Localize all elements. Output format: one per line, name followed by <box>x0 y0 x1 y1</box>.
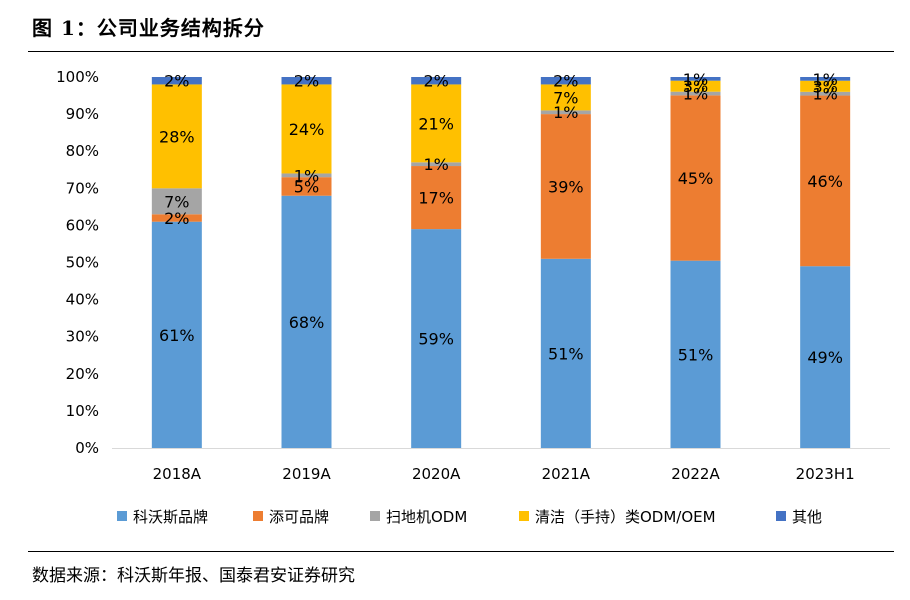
bar-segment <box>670 91 721 96</box>
bottom-rule <box>28 551 894 552</box>
bar-segment <box>800 80 851 92</box>
segment-value-label: 46% <box>807 172 843 191</box>
y-tick-label: 70% <box>66 179 99 197</box>
y-tick-label: 60% <box>66 216 99 234</box>
legend-swatch <box>117 511 127 521</box>
segment-value-label: 7% <box>164 192 189 211</box>
segment-value-label: 49% <box>807 348 843 367</box>
y-tick-label: 20% <box>66 365 99 383</box>
x-tick-label: 2020A <box>412 465 461 483</box>
y-tick-label: 90% <box>66 105 99 123</box>
segment-value-label: 28% <box>159 127 195 146</box>
bar-segment <box>281 77 332 85</box>
segment-value-label: 51% <box>678 345 714 364</box>
segment-value-label: 1% <box>423 155 448 174</box>
segment-value-label: 51% <box>548 344 584 363</box>
x-tick-label: 2022A <box>671 465 720 483</box>
bar-segment <box>540 114 591 259</box>
y-tick-label: 100% <box>56 68 99 86</box>
segment-value-label: 1% <box>294 166 319 185</box>
bar-segment <box>800 95 851 267</box>
x-axis: 2018A 2019A 2020A 2021A 2022A 2023H1 <box>112 448 890 483</box>
bar-segment <box>411 84 462 163</box>
bar-segment <box>281 195 332 448</box>
segment-value-label: 1% <box>812 70 837 89</box>
bar-segment <box>281 84 332 174</box>
segment-value-label: 2% <box>294 72 319 91</box>
bar-segment <box>411 162 462 167</box>
segment-value-label: 2% <box>423 72 448 91</box>
bar-segment <box>151 214 202 222</box>
legend-label: 添可品牌 <box>269 508 329 526</box>
segment-value-label: 2% <box>164 72 189 91</box>
legend-label: 其他 <box>792 508 822 526</box>
segment-value-label: 21% <box>418 114 454 133</box>
segment-value-label: 2% <box>553 72 578 91</box>
segment-value-label: 59% <box>418 330 454 349</box>
top-rule <box>28 51 894 52</box>
segment-value-label: 7% <box>553 88 578 107</box>
legend-swatch <box>776 511 786 521</box>
bar-segment <box>151 221 202 448</box>
segment-value-label: 68% <box>289 313 325 332</box>
bar-segment <box>411 229 462 448</box>
x-tick-label: 2018A <box>153 465 202 483</box>
bars <box>151 77 851 448</box>
x-tick-label: 2021A <box>542 465 591 483</box>
bar-segment <box>800 77 851 81</box>
bar-segment <box>151 77 202 85</box>
segment-value-label: 1% <box>812 85 837 104</box>
segment-value-label: 61% <box>159 326 195 345</box>
y-tick-label: 30% <box>66 328 99 346</box>
bar-segment <box>800 91 851 96</box>
legend-swatch <box>519 511 529 521</box>
y-axis: 0% 10% 20% 30% 40% 50% 60% 70% 80% 90% 100% <box>56 68 99 457</box>
segment-value-label: 24% <box>289 120 325 139</box>
bar-segment <box>540 84 591 111</box>
bar-segment <box>540 77 591 85</box>
bar-segment <box>800 266 851 448</box>
segment-value-label: 3% <box>683 77 708 96</box>
stacked-bar-chart: 0%10%20%30%40%50%60%70%80%90%100% 2018A 2… <box>56 68 890 526</box>
legend-label: 清洁（手持）类ODM/OEM <box>535 508 716 526</box>
bar-segment <box>151 188 202 215</box>
x-tick-label: 2023H1 <box>796 465 855 483</box>
segment-value-label: 2% <box>164 209 189 228</box>
segment-value-label: 5% <box>294 177 319 196</box>
bar-segment <box>411 166 462 230</box>
bar-segment <box>540 258 591 448</box>
x-tick-label: 2019A <box>282 465 331 483</box>
segment-value-label: 1% <box>683 70 708 89</box>
y-tick-label: 10% <box>66 402 99 420</box>
bar-segment <box>670 77 721 81</box>
bar-segment <box>670 80 721 92</box>
segment-value-label: 39% <box>548 177 584 196</box>
segment-value-label: 1% <box>683 85 708 104</box>
legend-swatch <box>253 511 263 521</box>
segment-value-label: 45% <box>678 169 714 188</box>
legend-label: 扫地机ODM <box>386 508 467 526</box>
legend: 科沃斯品牌 添可品牌 扫地机ODM 清洁（手持）类ODM/OEM 其他 <box>117 508 822 526</box>
bar-segment <box>281 177 332 196</box>
bar-segment <box>411 77 462 85</box>
segment-value-label: 17% <box>418 189 454 208</box>
bar-segment <box>151 84 202 189</box>
bar-segment <box>281 173 332 178</box>
title-row: 图 1：公司业务结构拆分 <box>0 0 910 50</box>
bar-segment <box>670 95 721 261</box>
bar-segment <box>670 260 721 448</box>
y-tick-label: 0% <box>75 439 99 457</box>
source-note: 数据来源：科沃斯年报、国泰君安证券研究 <box>32 566 355 586</box>
figure-title: 图 1：公司业务结构拆分 <box>32 16 265 40</box>
y-tick-label: 50% <box>66 254 99 272</box>
y-tick-label: 80% <box>66 142 99 160</box>
segment-labels: 61%2%7%28%2%68%5%1%24%2%59%17%1%21%2%51%… <box>159 70 843 367</box>
legend-label: 科沃斯品牌 <box>133 508 208 526</box>
segment-value-label: 1% <box>553 103 578 122</box>
legend-swatch <box>370 511 380 521</box>
segment-value-label: 3% <box>812 77 837 96</box>
y-tick-label: 40% <box>66 291 99 309</box>
bar-segment <box>540 110 591 115</box>
